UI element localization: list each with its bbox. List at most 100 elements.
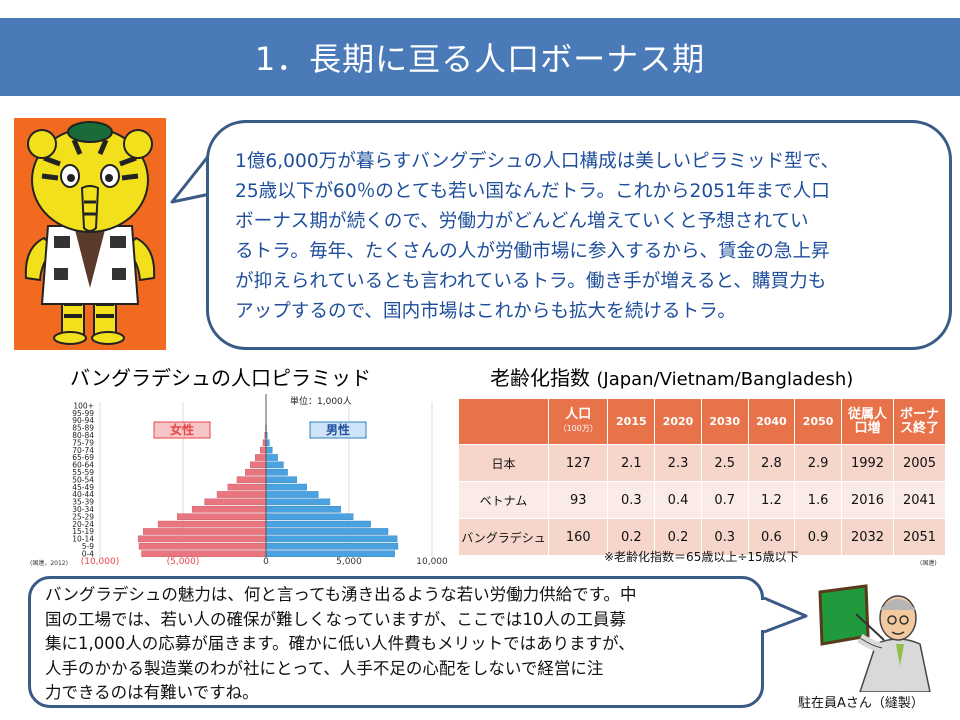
header-cell-bonus-end: ボーナス終了 <box>893 398 946 445</box>
male-bar <box>265 491 319 498</box>
age-tick-label: 100+ <box>73 401 94 410</box>
employee-speech-bubble: バングラデシュの魅力は、何と言っても湧き出るような若い労働力供給です。中 国の工… <box>28 576 764 708</box>
header-cell-2040: 2040 <box>747 398 796 445</box>
table-row: ベトナム 93 0.3 0.4 0.7 1.2 1.6 2016 2041 <box>458 481 946 519</box>
age-tick-label: 15-19 <box>72 527 94 536</box>
male-bar <box>265 505 341 513</box>
male-bar <box>265 468 288 476</box>
table-row: 日本 127 2.1 2.3 2.5 2.8 2.9 1992 2005 <box>458 444 946 482</box>
mascot-speech-bubble: 1億6,000万が暮らすバングデシュの人口構成は美しいピラミッド型で、 25歳以… <box>206 120 952 350</box>
table-cell: 0.2 <box>654 518 702 556</box>
table-cell: 2.1 <box>607 444 656 482</box>
x-tick-label: (5,000) <box>167 557 200 567</box>
age-tick-label: 20-24 <box>72 520 94 529</box>
male-bar <box>265 498 331 506</box>
table-header-row: 人口 （100万） 2015 2020 2030 2040 2050 従属人口増… <box>458 398 946 445</box>
x-tick-label: 0 <box>263 557 269 567</box>
table-cell: 0.3 <box>607 481 656 519</box>
x-tick-label: (10,000) <box>81 557 120 567</box>
age-tick-label: 65-69 <box>72 453 94 462</box>
employee-caption: 駐在員Aさん（縫製） <box>798 696 924 711</box>
header-label: 人口 <box>565 406 592 422</box>
table-row: バングラデシュ 160 0.2 0.2 0.3 0.6 0.9 2032 205… <box>458 518 946 556</box>
tiger-mascot-image <box>14 118 166 350</box>
female-bar <box>227 483 267 491</box>
table-cell: 2051 <box>893 518 946 556</box>
bubble-line: バングラデシュの魅力は、何と言っても湧き出るような若い労働力供給です。中 <box>45 585 637 604</box>
age-tick-label: 90-94 <box>72 416 94 425</box>
table-cell: 93 <box>547 481 609 519</box>
population-pyramid-chart: 100+95-9990-9485-8980-8475-7970-7465-696… <box>72 394 448 567</box>
male-bar <box>265 550 395 558</box>
female-bar <box>141 550 267 558</box>
header-cell-country <box>458 398 549 445</box>
bubble-line: 国の工場では、若い人の確保が難しくなっていますが、ここでは10人の工員募 <box>45 609 626 629</box>
page-title: 1．長期に亘る人口ボーナス期 <box>254 40 706 78</box>
bubble-line: るトラ。毎年、たくさんの人が労働市場に参入するから、賃金の急上昇 <box>235 241 830 262</box>
age-tick-label: 45-49 <box>72 483 94 492</box>
table-cell: 2.5 <box>700 444 749 482</box>
male-bar <box>265 483 307 491</box>
female-bar <box>255 454 267 461</box>
bubble-line: 力できるのは有難いですね。 <box>45 683 259 702</box>
male-bar <box>265 513 354 520</box>
bubble-line: 人手のかかる製造業のわが社にとって、人手不足の心配をしないで経営に注 <box>45 658 604 678</box>
bubble-line: が抑えられているとも言われているトラ。働き手が増えると、購買力も <box>235 271 827 292</box>
aging-title-subtitle: (Japan/Vietnam/Bangladesh) <box>596 369 854 390</box>
male-bar <box>265 535 398 543</box>
female-bar <box>157 520 267 528</box>
age-tick-label: 35-39 <box>72 498 94 507</box>
table-cell: 127 <box>547 444 609 482</box>
male-bar <box>265 454 278 461</box>
female-bar <box>191 505 267 513</box>
female-label-box <box>153 421 211 439</box>
male-bar <box>265 542 399 550</box>
unit-label: 単位：1,000人 <box>290 395 352 407</box>
age-tick-label: 70-74 <box>72 446 94 455</box>
header-cell-2020: 2020 <box>654 398 702 445</box>
speech-bubble-tail <box>760 596 808 634</box>
pyramid-source: (国連，2012) <box>30 560 68 567</box>
male-bar <box>265 520 371 528</box>
age-tick-label: 40-44 <box>72 490 94 499</box>
female-bar <box>216 491 267 498</box>
table-cell: 2.8 <box>747 444 796 482</box>
male-bar <box>265 461 284 469</box>
aging-index-table: 人口 （100万） 2015 2020 2030 2040 2050 従属人口増… <box>458 398 946 556</box>
employee-teacher-illustration <box>818 584 931 692</box>
aging-source: (国連) <box>920 560 937 567</box>
header-cell-dependency: 従属人口増 <box>841 398 894 445</box>
header-cell-2050: 2050 <box>794 398 842 445</box>
female-bar <box>250 461 267 469</box>
age-tick-label: 95-99 <box>72 409 94 418</box>
female-bar <box>236 476 267 483</box>
aging-index-note: ※老齢化指数＝65歳以上÷15歳以下 <box>604 550 799 564</box>
age-tick-label: 30-34 <box>72 505 94 514</box>
table-cell: 0.2 <box>607 518 656 556</box>
female-bar <box>259 446 267 454</box>
female-bar <box>204 498 267 506</box>
age-tick-label: 0-4 <box>82 549 94 558</box>
table-cell: 0.9 <box>794 518 842 556</box>
table-cell: 1.6 <box>794 481 842 519</box>
age-tick-label: 75-79 <box>72 438 94 447</box>
table-cell: 2016 <box>841 481 894 519</box>
male-label: 男性 <box>326 422 350 437</box>
male-bar <box>265 446 273 454</box>
male-bar <box>265 476 297 483</box>
female-bar <box>142 528 267 535</box>
pyramid-title: バングラデシュの人口ピラミッド <box>70 366 371 390</box>
female-bar <box>137 535 267 543</box>
bubble-line: ボーナス期が続くので、労働力がどんどん増えていくと予想されてい <box>235 211 809 232</box>
table-cell: 2.3 <box>654 444 702 482</box>
bubble-line: 1億6,000万が暮らすバングデシュの人口構成は美しいピラミッド型で、 <box>235 151 840 172</box>
female-bar <box>176 513 267 520</box>
cell-country: バングラデシュ <box>458 518 549 556</box>
table-cell: 0.4 <box>654 481 702 519</box>
table-cell: 2041 <box>893 481 946 519</box>
female-bar <box>138 542 267 550</box>
bubble-line: 25歳以下が60％のとても若い国なんだトラ。これから2051年まで人口 <box>235 181 830 202</box>
table-cell: 0.3 <box>700 518 749 556</box>
table-cell: 2005 <box>893 444 946 482</box>
age-tick-label: 55-59 <box>72 468 94 477</box>
